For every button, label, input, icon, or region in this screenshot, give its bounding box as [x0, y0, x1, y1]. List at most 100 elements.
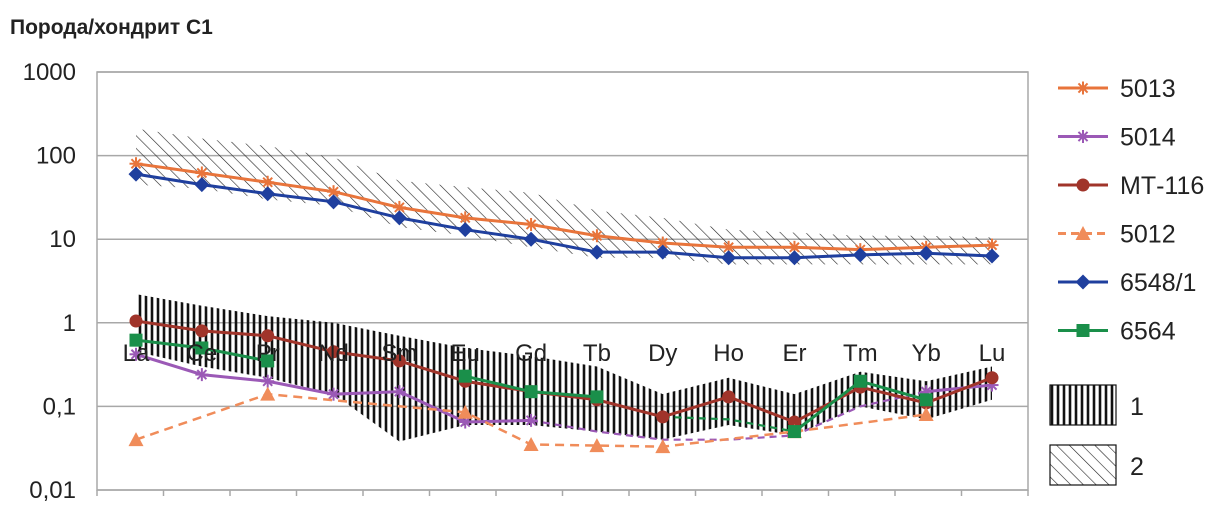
data-point [589, 438, 605, 453]
data-point [984, 248, 1000, 264]
y-tick-label: 0,1 [43, 393, 76, 420]
category-label: Sm [381, 340, 417, 367]
legend-item-МТ-116: МТ-116 [1058, 172, 1204, 200]
data-point [787, 425, 801, 439]
data-point [195, 368, 209, 382]
category-label: Pr [256, 340, 280, 367]
data-point [1076, 81, 1090, 95]
data-point [194, 177, 210, 193]
y-tick-label: 100 [36, 143, 76, 170]
data-point [261, 374, 275, 388]
series-line [135, 392, 927, 448]
data-point [457, 404, 473, 419]
data-point [458, 211, 472, 225]
category-label: Tb [583, 340, 611, 367]
series-line [135, 172, 993, 260]
data-point [852, 247, 868, 263]
data-point [721, 250, 737, 266]
data-point [458, 369, 472, 383]
y-tick-label: 0,01 [29, 477, 76, 504]
y-tick-label: 1000 [23, 59, 76, 86]
data-point [590, 229, 604, 243]
data-point [523, 231, 539, 247]
series-6548/1 [128, 166, 1000, 266]
legend-item-6564: 6564 [1058, 318, 1176, 346]
data-point [261, 354, 275, 368]
data-point [1076, 178, 1090, 192]
data-point [392, 385, 406, 399]
data-point [919, 393, 933, 407]
data-point [1075, 226, 1091, 240]
data-point [327, 345, 341, 359]
category-label: Gd [515, 340, 547, 367]
data-point [326, 194, 342, 210]
data-point [1075, 274, 1091, 290]
series-5012 [128, 386, 934, 454]
legend-item-5013: 5013 [1058, 75, 1176, 103]
category-label: Tm [843, 340, 878, 367]
data-point [129, 333, 143, 347]
category-label: Yb [911, 340, 940, 367]
data-point [590, 390, 604, 404]
data-point [524, 413, 538, 427]
legend-item-5014: 5014 [1058, 124, 1176, 152]
data-point [589, 244, 605, 260]
legend-item-5012: 5012 [1058, 221, 1176, 249]
data-point [195, 324, 209, 338]
category-label: Ho [713, 340, 744, 367]
legend-item-band-1: 1 [1049, 384, 1144, 426]
data-point [128, 166, 144, 182]
legend-swatch [1049, 384, 1117, 426]
grid [96, 71, 1029, 496]
data-point [655, 244, 671, 260]
legend-swatch [1049, 444, 1117, 486]
legend-label: 6564 [1120, 318, 1176, 346]
legend: 5013 5014 МТ-116 5012 6548/1 6564 1 2 [1049, 75, 1204, 486]
series-line [135, 162, 993, 252]
data-point [129, 314, 143, 328]
data-point [524, 385, 538, 399]
legend-item-6548/1: 6548/1 [1058, 269, 1196, 297]
data-point [195, 341, 209, 355]
data-point [457, 222, 473, 238]
data-point [786, 250, 802, 266]
legend-label: 6548/1 [1120, 269, 1196, 297]
legend-label: 5012 [1120, 221, 1176, 249]
category-label: La [123, 340, 150, 367]
category-label: Nd [318, 340, 349, 367]
data-point [524, 217, 538, 231]
dashed-segment [662, 415, 795, 433]
axes: 0,01 0,1 1 10 100 1000 La Ce Pr Nd Sm Eu Gd Tb Dy Ho Er T… [23, 59, 1006, 504]
data-point [918, 407, 934, 422]
data-point [129, 347, 143, 361]
category-label: Eu [451, 340, 480, 367]
data-point [128, 432, 144, 447]
data-point [985, 238, 999, 252]
data-point [327, 387, 341, 401]
data-point [655, 439, 671, 454]
data-point [458, 415, 472, 429]
y-axis-label: Порода/хондрит С1 [10, 16, 213, 39]
data-point [918, 245, 934, 261]
data-point [261, 329, 275, 343]
data-point [656, 410, 670, 424]
category-label: Er [782, 340, 806, 367]
bands [136, 128, 992, 442]
category-label: Dy [648, 340, 677, 367]
legend-label: 1 [1130, 393, 1144, 421]
series-5013 [129, 157, 999, 257]
legend-item-band-2: 2 [1049, 444, 1144, 486]
band-2 [136, 128, 992, 265]
data-point [260, 186, 276, 202]
data-point [523, 437, 539, 452]
legend-label: 2 [1130, 453, 1144, 481]
legend-label: 5014 [1120, 124, 1176, 152]
y-tick-label: 1 [63, 310, 76, 337]
data-point [722, 390, 736, 404]
data-point [260, 386, 276, 401]
category-label: Ce [187, 340, 218, 367]
data-point [391, 210, 407, 226]
data-point [1076, 130, 1090, 143]
data-point [985, 371, 999, 385]
